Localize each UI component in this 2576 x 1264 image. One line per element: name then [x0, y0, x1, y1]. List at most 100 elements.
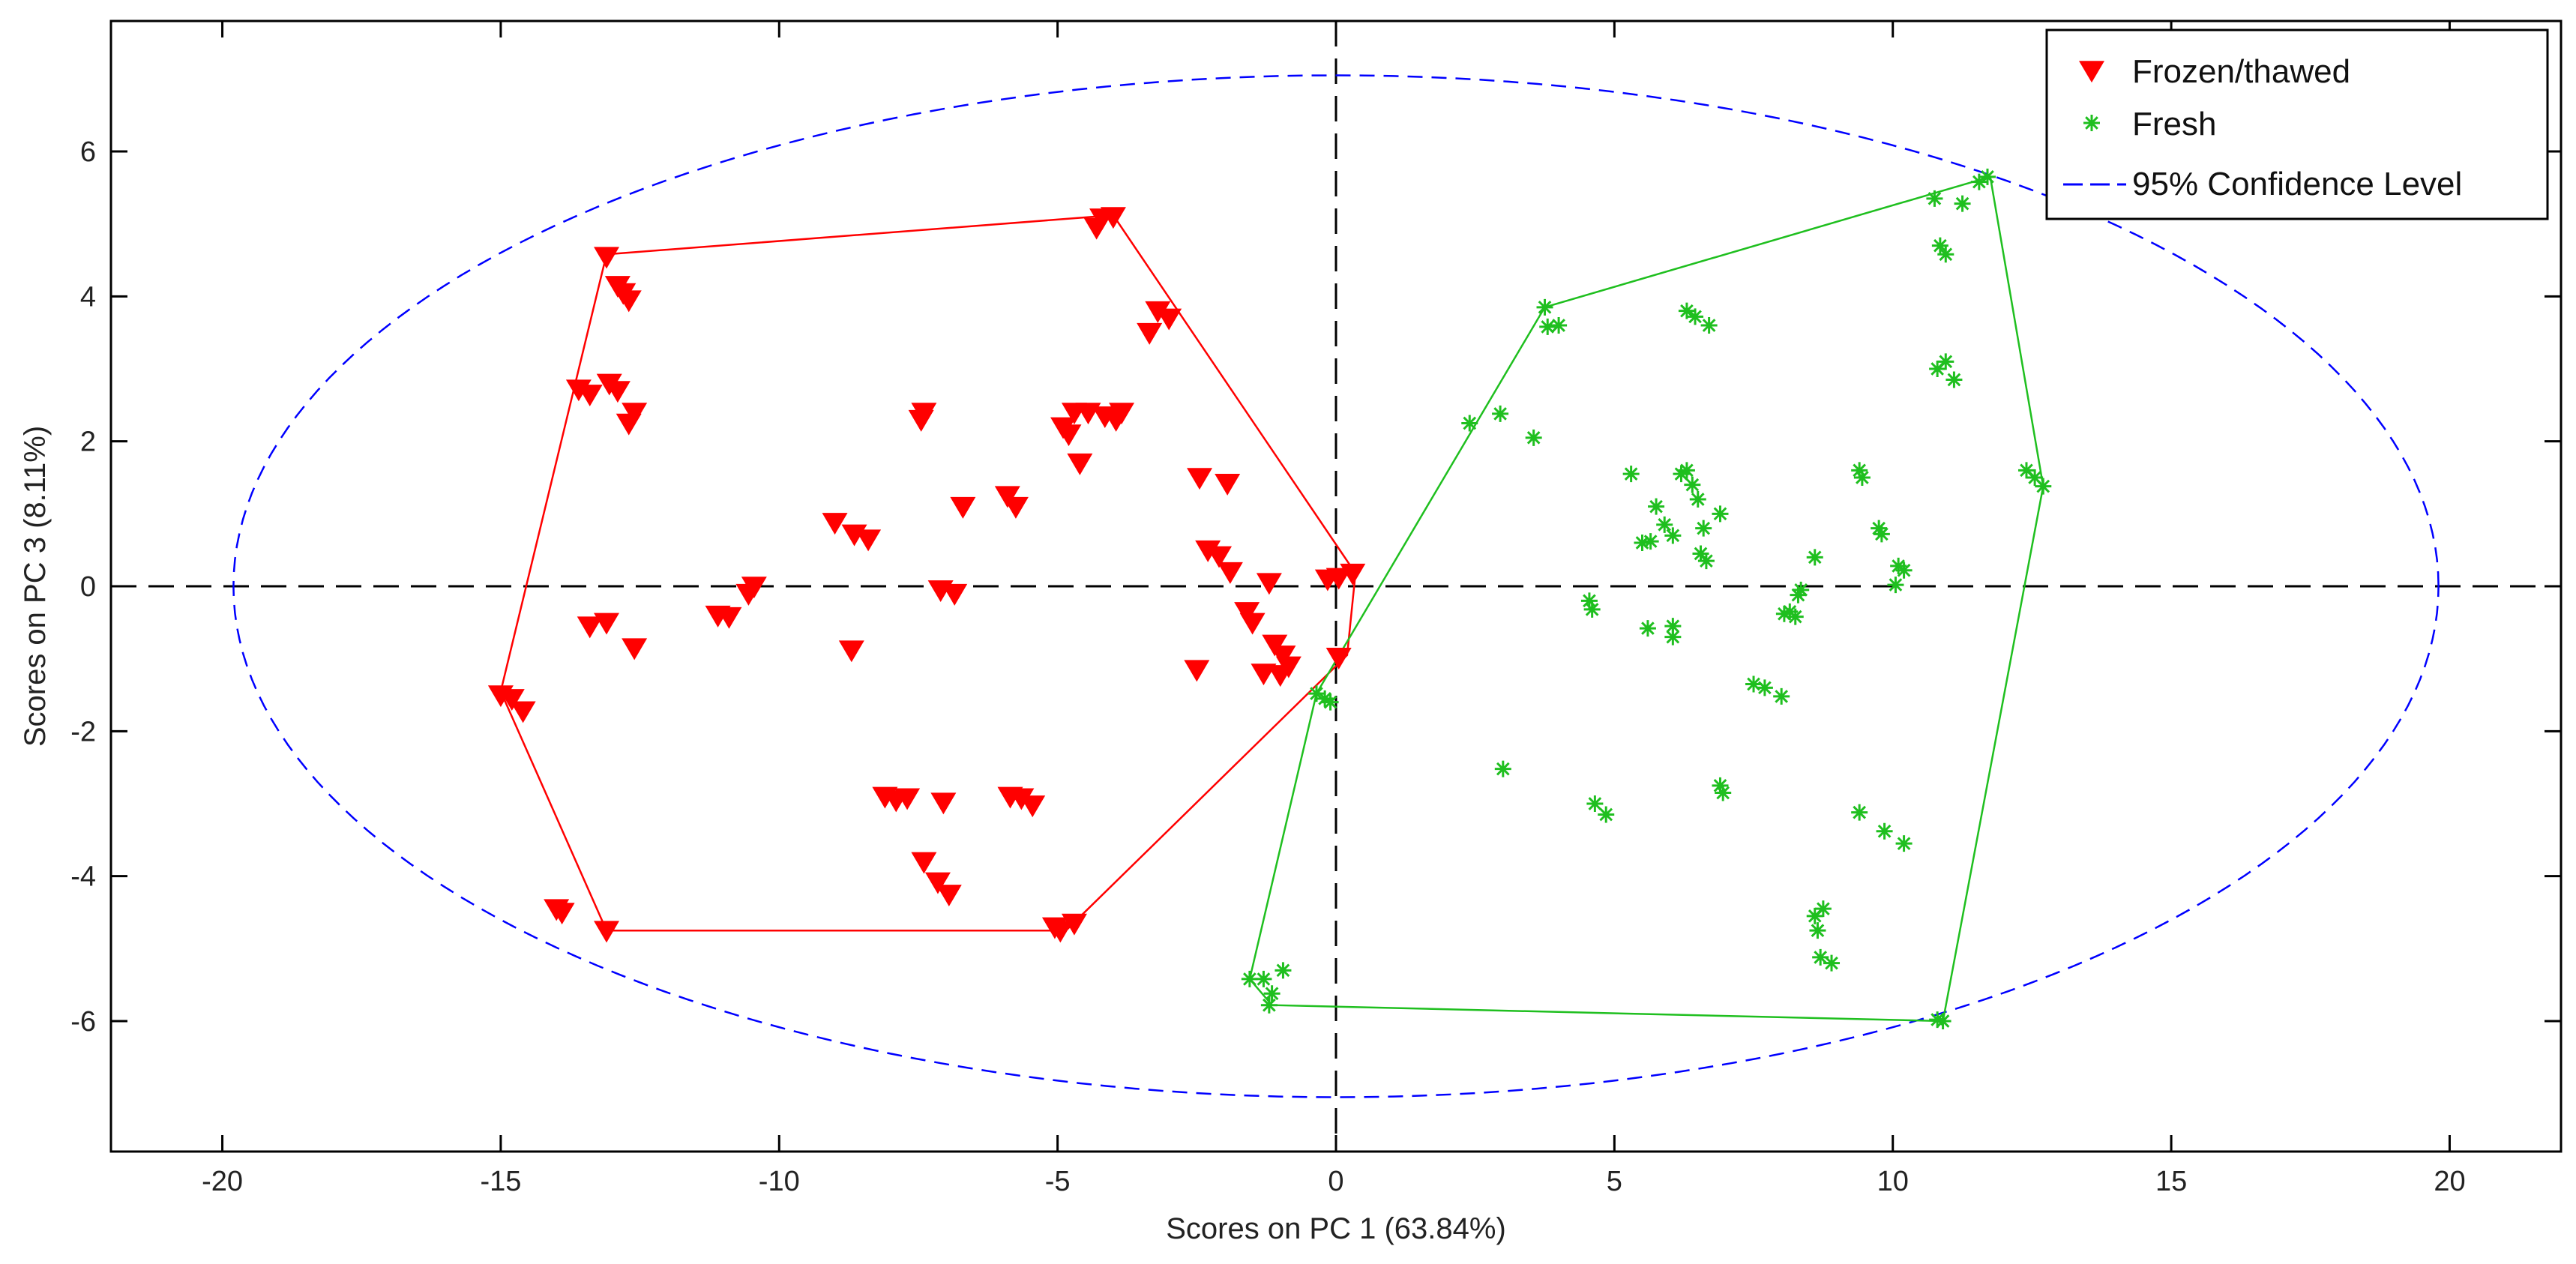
fresh-point — [1806, 907, 1823, 924]
frozen-thawed-point — [936, 885, 962, 906]
frozen-thawed-point — [1137, 322, 1163, 345]
x-tick-label: -10 — [759, 1166, 800, 1197]
frozen-thawed-point — [894, 788, 921, 810]
frozen-thawed-point — [1109, 403, 1135, 425]
fresh-point — [1316, 690, 1334, 707]
frozen-thawed-point — [1156, 308, 1182, 331]
frozen-thawed-point — [1083, 217, 1110, 240]
frozen-thawed-point — [1217, 562, 1243, 584]
frozen-thawed-hull — [499, 214, 1357, 932]
frozen-thawed-point — [616, 290, 642, 313]
fresh-point — [1689, 491, 1706, 508]
fresh-point — [1263, 985, 1281, 1002]
frozen-thawed-point — [838, 640, 864, 663]
frozen-thawed-point — [594, 921, 620, 943]
fresh-point — [1678, 302, 1695, 319]
y-tick-label: -4 — [70, 861, 96, 893]
fresh-point — [1926, 190, 1943, 207]
fresh-point — [1814, 900, 1832, 918]
y-tick-label: -6 — [70, 1006, 96, 1038]
fresh-point — [1812, 948, 1829, 966]
fresh-point — [2035, 478, 2052, 495]
frozen-thawed-point — [924, 872, 951, 894]
fresh-point — [1945, 371, 1963, 388]
fresh-point — [1823, 954, 1841, 972]
fresh-point — [1260, 996, 1278, 1014]
fresh-point — [1793, 581, 1810, 598]
fresh-point — [1664, 618, 1682, 635]
fresh-point — [1241, 970, 1258, 987]
frozen-thawed-point — [1340, 563, 1366, 586]
fresh-point — [1255, 970, 1272, 987]
frozen-thawed-point — [741, 577, 767, 599]
legend-asterisk-glyph — [2083, 115, 2100, 131]
fresh-point — [1525, 429, 1542, 446]
frozen-thawed-point — [622, 403, 648, 425]
fresh-point — [1895, 835, 1913, 852]
frozen-thawed-point — [1145, 301, 1171, 323]
x-tick-label: 10 — [1877, 1166, 1909, 1197]
frozen-thawed-point — [1067, 453, 1093, 475]
frozen-thawed-point — [622, 638, 648, 660]
fresh-point — [1937, 353, 1954, 370]
frozen-thawed-point — [994, 486, 1020, 508]
frozen-thawed-point — [950, 496, 976, 519]
fresh-point — [1692, 545, 1709, 562]
frozen-thawed-point — [549, 903, 575, 925]
fresh-point — [1322, 693, 1339, 711]
fresh-point — [1937, 246, 1954, 263]
frozen-thawed-point — [1187, 468, 1213, 490]
y-tick-label: 6 — [80, 136, 96, 168]
frozen-thawed-point — [1206, 546, 1233, 568]
x-tick-label: 5 — [1607, 1166, 1622, 1197]
fresh-point — [1684, 476, 1701, 493]
fresh-point — [1809, 922, 1826, 939]
fresh-point — [1873, 526, 1890, 543]
frozen-thawed-point — [1056, 424, 1082, 447]
x-tick-label: -5 — [1045, 1166, 1071, 1197]
y-axis-title: Scores on PC 3 (8.11%) — [19, 426, 52, 747]
legend-frozen-thawed-label: Frozen/thawed — [2132, 53, 2350, 90]
fresh-point — [1539, 318, 1556, 335]
frozen-thawed-point — [577, 616, 603, 639]
frozen-thawed-point — [716, 607, 742, 629]
frozen-thawed-point — [855, 529, 882, 552]
frozen-thawed-point — [1195, 540, 1221, 562]
fresh-point — [1876, 822, 1893, 840]
fresh-point — [1695, 520, 1712, 537]
frozen-thawed-point — [499, 689, 525, 711]
y-tick-label: 2 — [80, 427, 96, 458]
fresh-point — [1712, 777, 1729, 794]
convex-hulls — [499, 175, 2044, 1023]
fresh-point — [1639, 620, 1656, 637]
fresh-point — [1934, 1013, 1951, 1029]
legend-triangle-glyph — [2079, 61, 2104, 83]
fresh-point — [1790, 586, 1807, 604]
frozen-thawed-point — [1256, 573, 1282, 595]
fresh-point — [1787, 608, 1804, 625]
fresh-point — [1275, 962, 1292, 979]
fresh-point — [1664, 527, 1682, 544]
fresh-point — [1929, 361, 1946, 377]
legend-fresh-marker — [2083, 115, 2100, 131]
x-tick-label: 15 — [2155, 1166, 2187, 1197]
frozen-thawed-point — [1215, 473, 1241, 496]
x-tick-label: 0 — [1328, 1166, 1343, 1197]
frozen-thawed-point — [1325, 568, 1352, 590]
fresh-point — [1895, 562, 1913, 579]
y-tick-label: -2 — [70, 716, 96, 747]
frozen-thawed-point — [1002, 496, 1029, 519]
frozen-thawed-point — [604, 381, 631, 403]
y-tick-label: 4 — [80, 281, 96, 313]
fresh-point — [1715, 784, 1732, 801]
legend-confidence-level-label: 95% Confidence Level — [2132, 166, 2462, 202]
x-tick-label: -20 — [202, 1166, 243, 1197]
fresh-point — [1773, 687, 1790, 705]
y-tick-label: 0 — [80, 571, 96, 603]
y-axis-ticks: -6 -4 -2 0 2 4 6 — [70, 136, 2561, 1038]
fresh-point — [1494, 760, 1511, 777]
frozen-thawed-point — [1008, 788, 1035, 810]
frozen-thawed-point — [942, 583, 968, 606]
fresh-point — [1851, 804, 1868, 821]
